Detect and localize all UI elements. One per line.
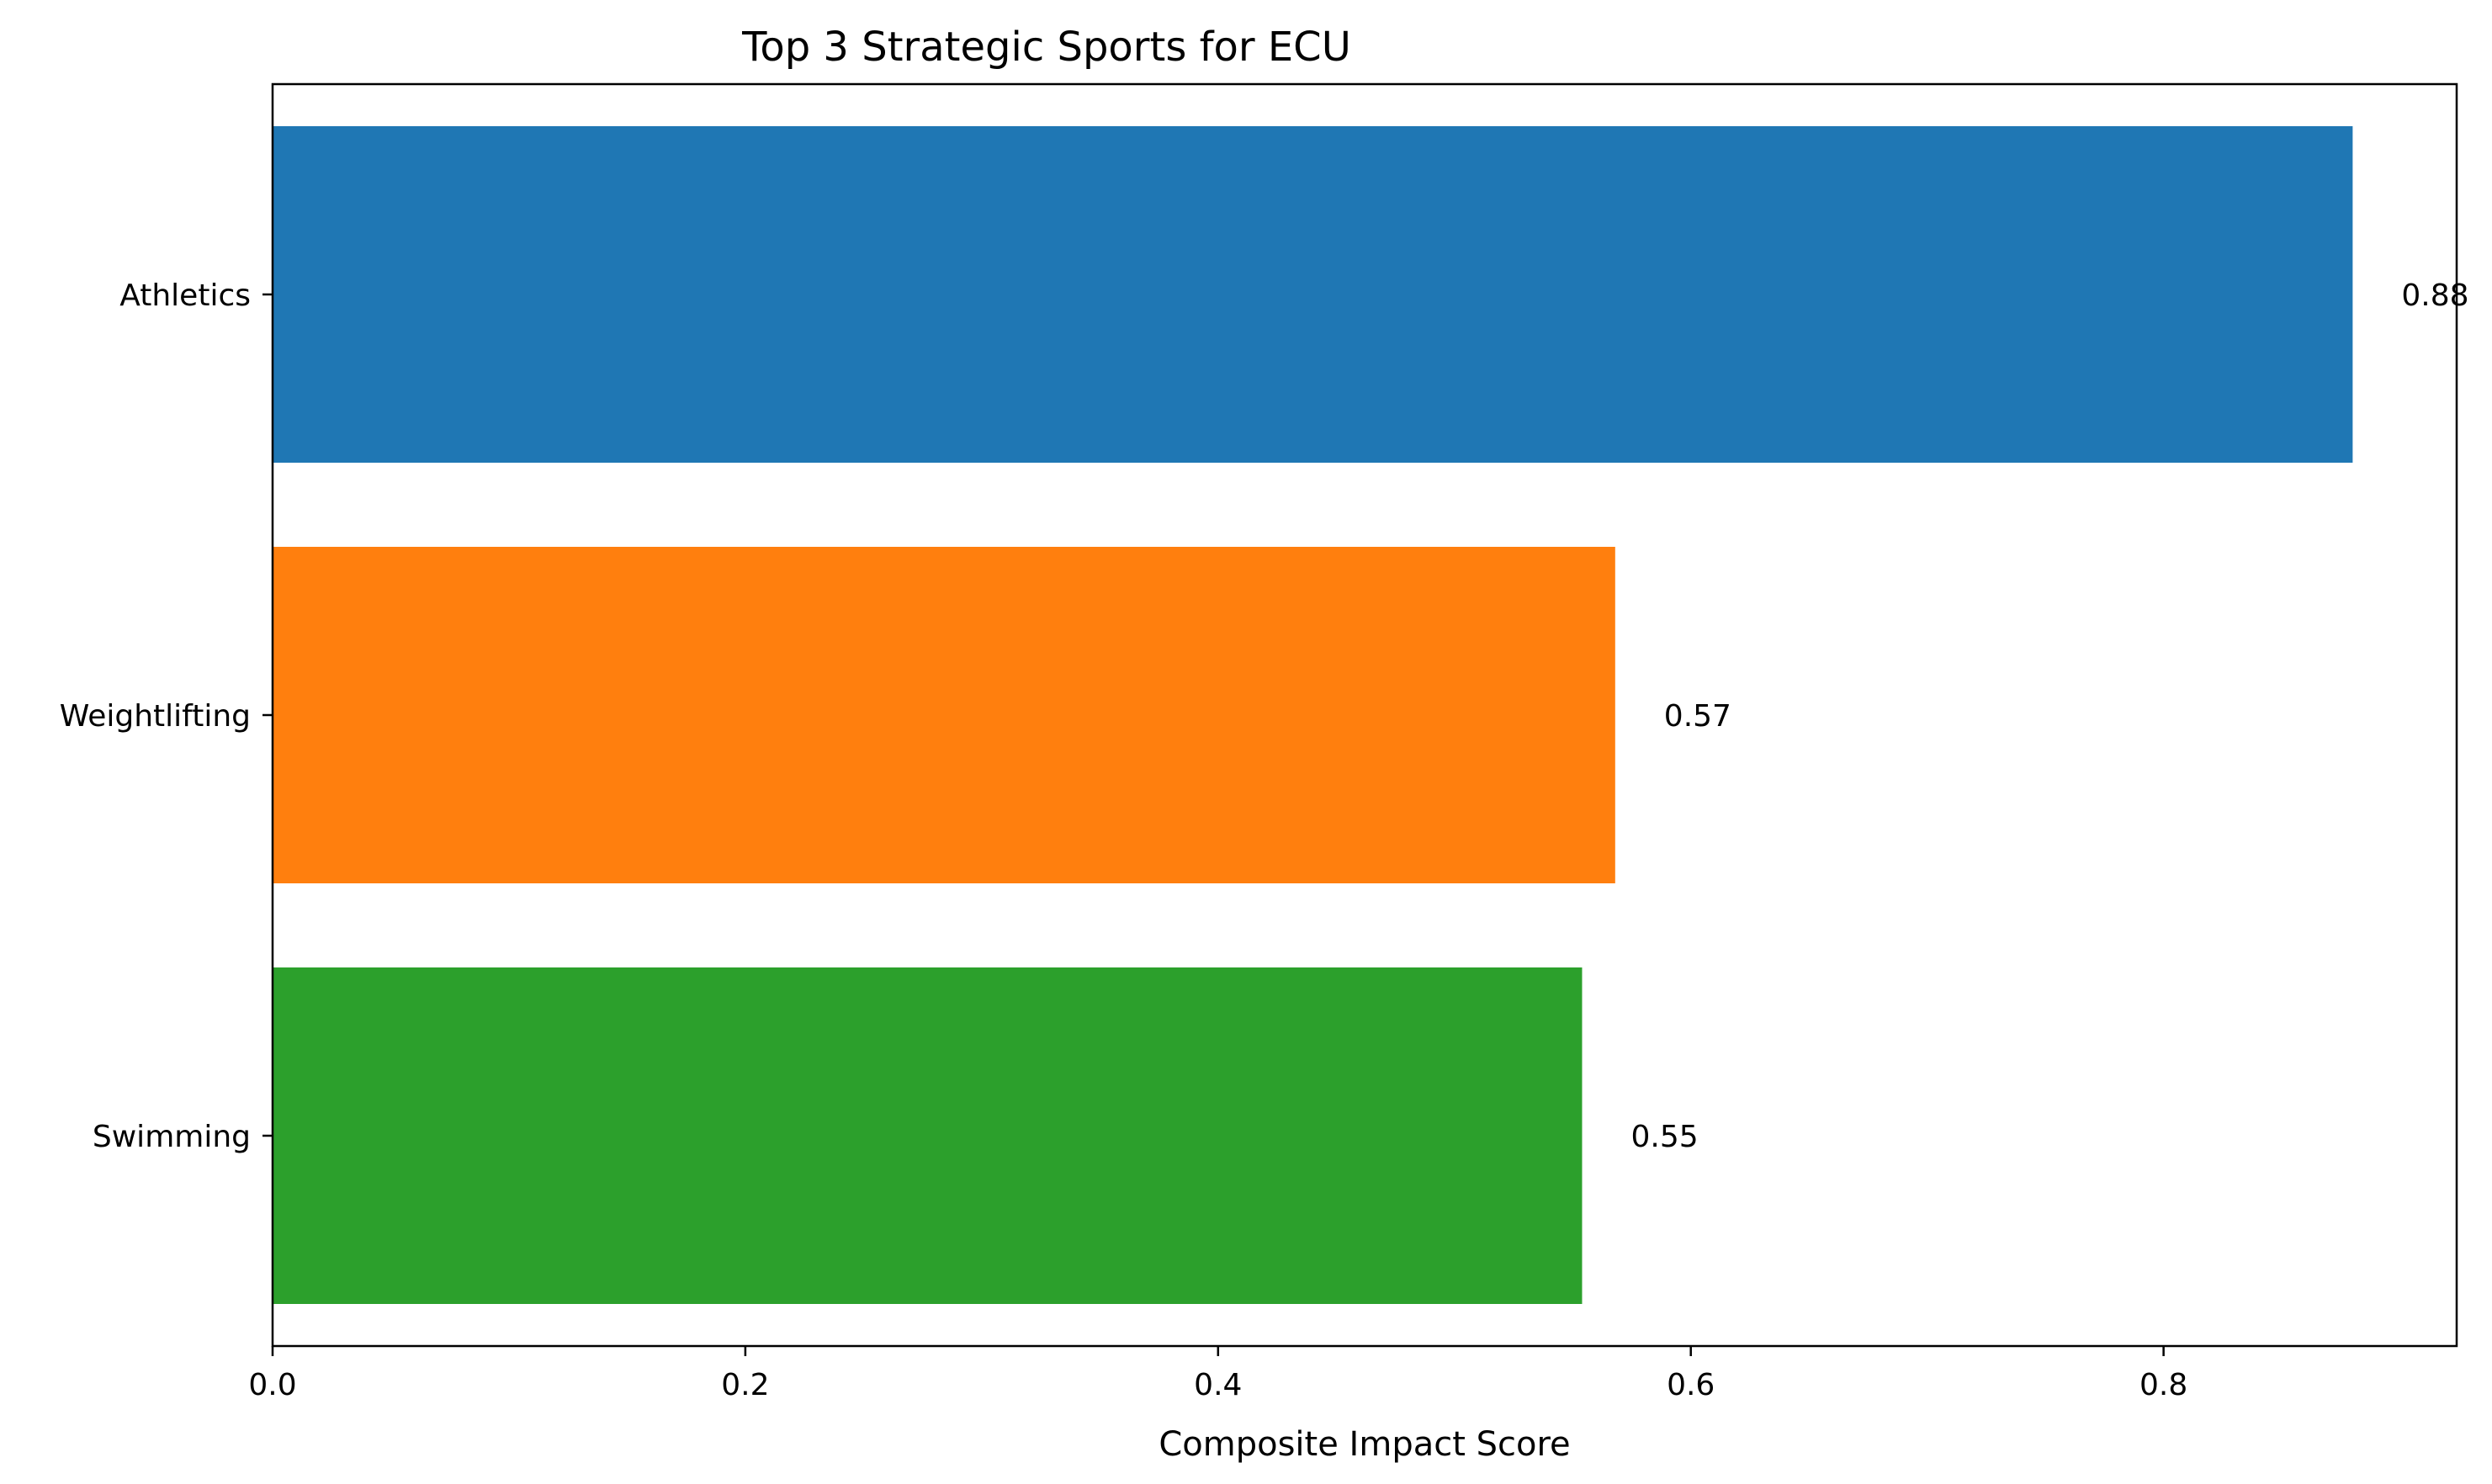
x-axis-label: Composite Impact Score bbox=[1159, 1425, 1570, 1464]
y-tick-label-athletics: Athletics bbox=[119, 278, 251, 313]
chart-title: Top 3 Strategic Sports for ECU bbox=[741, 24, 1351, 71]
y-tick-label-swimming: Swimming bbox=[93, 1120, 251, 1154]
data-label-swimming: 0.55 bbox=[1630, 1120, 1698, 1154]
bars-layer bbox=[273, 126, 2353, 1304]
plot-frame bbox=[271, 82, 2458, 1348]
x-axis: 0.0 0.2 0.4 0.6 0.8 bbox=[248, 1346, 2187, 1402]
y-tick-label-weightlifting: Weightlifting bbox=[60, 699, 251, 734]
bar-athletics bbox=[273, 126, 2353, 463]
x-tick-label: 0.8 bbox=[2139, 1368, 2187, 1402]
x-tick-label: 0.0 bbox=[248, 1368, 296, 1402]
data-label-weightlifting: 0.57 bbox=[1664, 699, 1731, 734]
bar-weightlifting bbox=[273, 547, 1615, 883]
y-axis: Athletics Weightlifting Swimming bbox=[60, 278, 273, 1154]
x-tick-label: 0.2 bbox=[721, 1368, 769, 1402]
data-label-athletics: 0.88 bbox=[2401, 278, 2468, 313]
bar-swimming bbox=[273, 967, 1583, 1304]
x-tick-label: 0.4 bbox=[1194, 1368, 1242, 1402]
x-tick-label: 0.6 bbox=[1667, 1368, 1715, 1402]
